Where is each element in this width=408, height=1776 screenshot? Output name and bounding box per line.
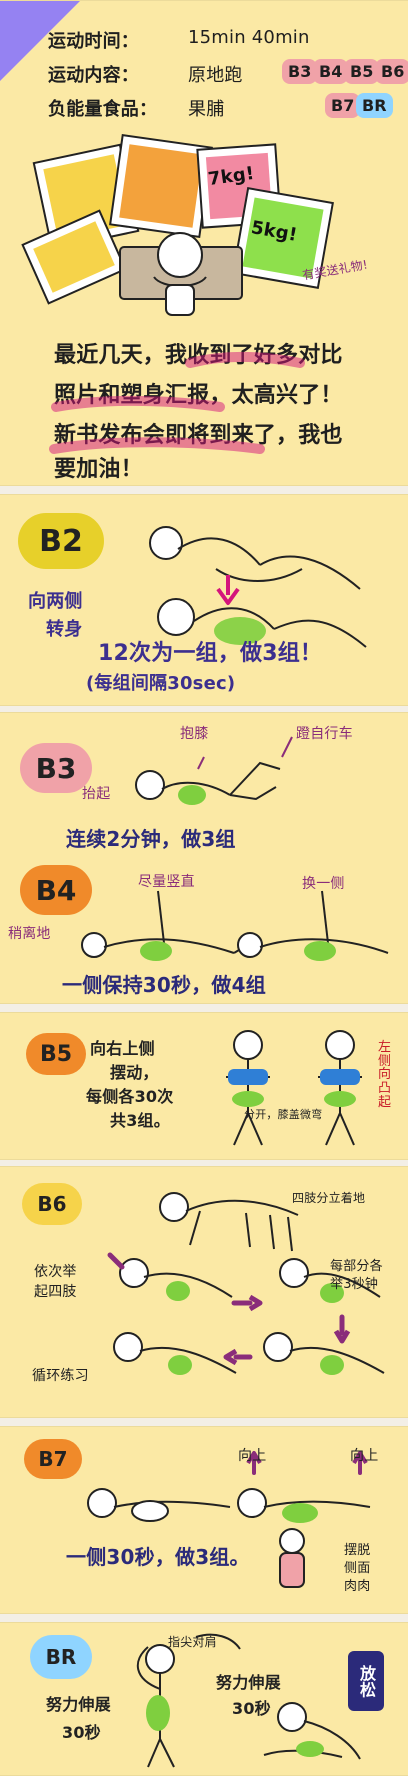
b6-card: B6 [0,1166,408,1418]
br-card: BR 指尖对肩 努力伸展 30秒 努力伸展 30秒 放松 [0,1622,408,1776]
intro-row-2-value: 原地跑 [188,65,243,86]
b6-left-1: 依次举 [34,1264,77,1280]
br-right-1: 努力伸展 [216,1673,281,1692]
intro-tag-b6: B6 [375,59,408,84]
b3-b4-card: B3 抱膝 蹬自行车 抬起 连续2分钟，做3组 B4 [0,712,408,1004]
corner-ribbon-icon [0,1,80,81]
b7-side-2: 侧面 [344,1561,371,1576]
b7-card: B7 向上 向上 一侧30秒，做3组。 摆脱 [0,1426,408,1614]
b3-label-2: 蹬自行车 [296,726,353,742]
b7-label-1: 向上 [238,1448,267,1464]
b7-exercise-illustration [87,1451,371,1588]
b2-side-text-1: 向两侧 [28,591,83,612]
b2-main-text: 12次为一组，做3组！ [98,641,323,666]
progress-photos-illustration [21,134,334,305]
intro-row-2-label: 运动内容： [48,65,139,86]
b5-badge: B5 [26,1033,86,1075]
message-emphasis [49,351,305,454]
b4-label-1: 尽量竖直 [138,874,195,890]
b4-exercise-illustration [81,890,389,961]
b5-line-2: 摆动， [110,1063,159,1082]
b5-label-left: 分开，膝盖微弯 [244,1108,323,1121]
intro-tag-b3: B3 [282,59,318,84]
b6-right-2: 每部分各 [330,1259,383,1274]
b4-badge: B4 [20,865,92,915]
intro-row-3-label: 负能量食品： [48,99,158,120]
b2-side-text-2: 转身 [46,619,83,640]
b3-label-1: 抱膝 [180,726,209,742]
b5-label-right: 左侧向凸起 [378,1040,392,1110]
b6-badge: B6 [22,1183,82,1225]
relax-box: 放松 [348,1651,384,1711]
b6-right-3: 举3秒钟 [330,1277,379,1292]
b4-main-text: 一侧保持30秒，做4组 [62,973,266,997]
b3-label-3: 抬起 [82,786,111,802]
br-badge: BR [30,1635,92,1679]
b5-line-1: 向右上侧 [90,1039,155,1058]
b7-label-2: 向上 [350,1448,379,1464]
b3-badge: B3 [20,743,92,793]
intro-tag-b7: B7 [325,93,361,118]
relax-text: 放松 [357,1664,376,1698]
br-label-1: 指尖对肩 [168,1635,217,1649]
b5-line-3: 每侧各30次 [86,1087,174,1106]
intro-tag-b4: B4 [313,59,349,84]
b5-exercise-illustration [226,1030,362,1146]
b6-left-2: 起四肢 [34,1284,77,1300]
b6-exercise-illustration [107,1192,385,1375]
intro-tag-br: BR [356,93,393,118]
b2-card: B2 向两侧 转身 12次为一组，做3组！ (每组间隔30sec) [0,494,408,706]
b2-exercise-illustration [149,526,367,648]
intro-row-3-value: 果脯 [188,99,225,120]
b2-sub-text: (每组间隔30sec) [86,673,236,694]
b3-main-text: 连续2分钟，做3组 [66,827,236,851]
br-exercise-illustration [136,1633,361,1768]
b7-side-3: 肉肉 [344,1579,371,1594]
b2-badge: B2 [18,513,104,569]
b7-badge: B7 [24,1439,82,1479]
person-sitting-illustration [119,232,243,316]
br-right-2: 30秒 [232,1699,271,1718]
intro-card: 运动时间： 15min 40min 运动内容： 原地跑 负能量食品： 果脯 B3… [0,0,408,486]
b3-exercise-illustration [135,736,293,805]
b7-main-text: 一侧30秒，做3组。 [66,1545,250,1569]
b7-side-1: 摆脱 [344,1543,371,1558]
br-left-1: 努力伸展 [46,1695,111,1714]
b5-line-4: 共3组。 [110,1111,170,1130]
b6-bottom-left: 循环练习 [32,1368,89,1384]
b6-right-1: 四肢分立着地 [292,1191,366,1205]
b4-label-3: 稍离地 [8,926,51,942]
intro-tag-b5: B5 [344,59,380,84]
b4-label-2: 换一侧 [302,876,345,892]
intro-message-line-4: 要加油！ [54,457,143,482]
intro-row-1-value: 15min 40min [188,27,310,48]
intro-row-1-label: 运动时间： [48,31,139,52]
b5-card: B5 向右上侧 摆动， 每侧各30次 共3组。 [0,1012,408,1160]
br-left-2: 30秒 [62,1723,101,1742]
